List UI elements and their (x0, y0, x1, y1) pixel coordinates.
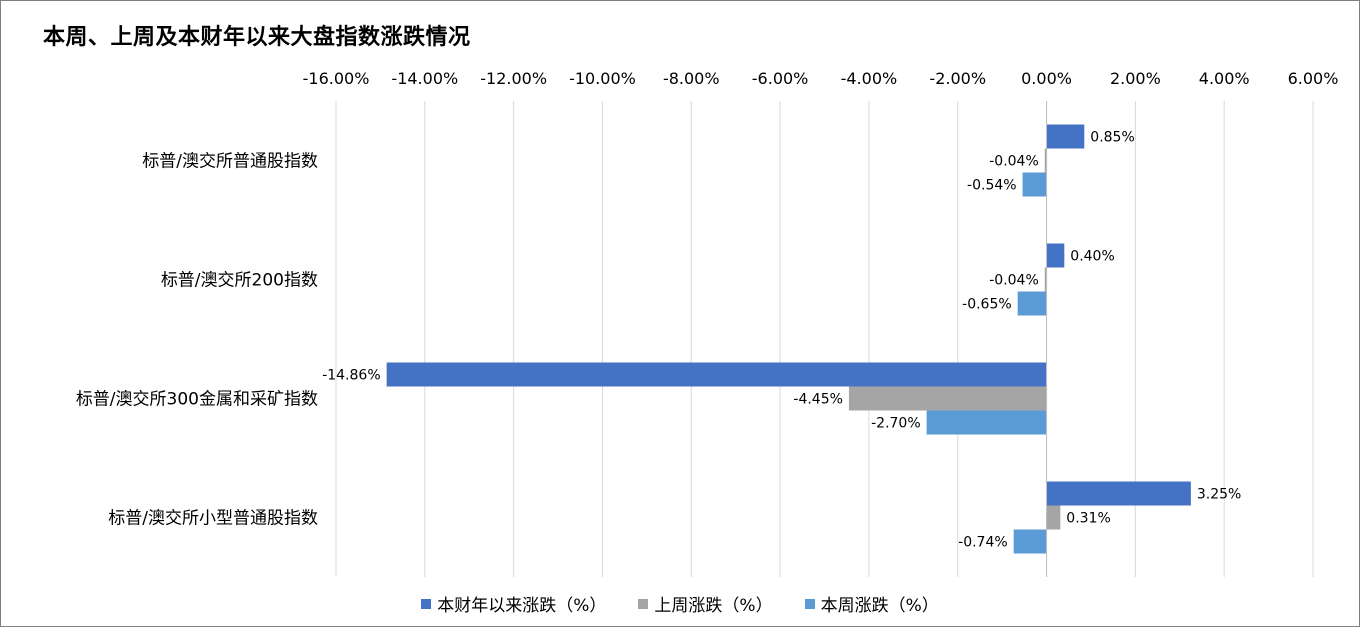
x-tick-label: -2.00% (929, 69, 986, 88)
data-label: 0.40% (1070, 249, 1114, 265)
legend-label: 本财年以来涨跌（%） (437, 596, 607, 616)
bar (1046, 124, 1085, 149)
bar (386, 362, 1047, 387)
legend-swatch (638, 598, 649, 609)
x-tick-label: -12.00% (480, 69, 547, 88)
legend-swatch (421, 598, 432, 609)
data-label: -2.70% (871, 416, 921, 432)
legend-swatch (804, 598, 815, 609)
data-label: 3.25% (1197, 487, 1241, 503)
category-label: 标普/澳交所200指数 (161, 271, 318, 291)
x-tick-label: -10.00% (569, 69, 636, 88)
data-label: 0.85% (1090, 130, 1134, 146)
x-axis-ticks: -16.00% -14.00% -12.00% -10.00% -8.00% -6.00%… (303, 69, 1339, 88)
bar (1044, 267, 1047, 292)
x-tick-label: -4.00% (841, 69, 898, 88)
category-label: 标普/澳交所300金属和采矿指数 (76, 390, 318, 410)
x-tick-label: -16.00% (303, 69, 370, 88)
bar (926, 410, 1047, 435)
x-tick-label: 4.00% (1199, 69, 1250, 88)
x-tick-label: -6.00% (752, 69, 809, 88)
legend-item: 本周涨跌（%） (804, 591, 939, 616)
bar (1044, 148, 1047, 173)
data-label: -0.04% (989, 273, 1039, 289)
data-label: -4.45% (793, 392, 843, 408)
data-label: -0.74% (958, 535, 1008, 551)
legend-item: 上周涨跌（%） (638, 591, 773, 616)
bars (386, 101, 1191, 577)
category-label: 标普/澳交所小型普通股指数 (108, 509, 318, 529)
data-label: -14.86% (322, 368, 380, 384)
x-tick-label: 2.00% (1110, 69, 1161, 88)
x-tick-label: -14.00% (391, 69, 458, 88)
bar (1017, 291, 1047, 316)
x-tick-label: 6.00% (1288, 69, 1339, 88)
bar (1046, 505, 1061, 530)
category-labels: 标普/澳交所普通股指数标普/澳交所200指数标普/澳交所300金属和采矿指数标普… (76, 152, 318, 529)
data-label: -0.54% (967, 178, 1017, 194)
bar (848, 386, 1047, 411)
chart-title: 本周、上周及本财年以来大盘指数涨跌情况 (43, 25, 471, 50)
legend-label: 上周涨跌（%） (654, 596, 773, 616)
legend-item: 本财年以来涨跌（%） (421, 591, 606, 616)
x-tick-label: -8.00% (663, 69, 720, 88)
gridlines (335, 101, 1314, 577)
bar (1046, 243, 1065, 268)
legend-label: 本周涨跌（%） (820, 596, 939, 616)
bar (1022, 172, 1047, 197)
data-labels: 0.85% -0.04% -0.54% 0.40% -0.04% -0.65% -14.86… (322, 130, 1241, 551)
x-tick-label: 0.00% (1021, 69, 1072, 88)
legend: 本财年以来涨跌（%） 上周涨跌（%） 本周涨跌（%） (0, 591, 1360, 616)
category-label: 标普/澳交所普通股指数 (142, 152, 318, 172)
data-label: -0.04% (989, 154, 1039, 170)
bar (1013, 529, 1047, 554)
data-label: -0.65% (962, 297, 1012, 313)
bar (1046, 481, 1191, 506)
data-label: 0.31% (1066, 511, 1110, 527)
